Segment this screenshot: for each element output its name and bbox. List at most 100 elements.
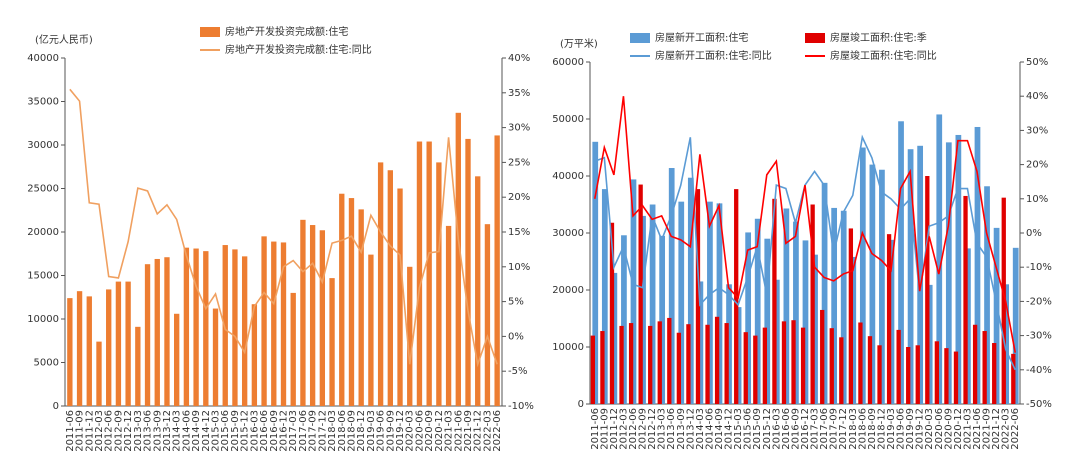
- bar: [686, 324, 691, 404]
- bar: [840, 210, 847, 404]
- y2-tick-label: 20%: [1026, 160, 1048, 171]
- bar: [1001, 197, 1006, 404]
- x-tick-label: 2021-09: [982, 408, 993, 450]
- bar: [907, 149, 914, 404]
- bar: [590, 335, 596, 404]
- bar: [659, 235, 666, 404]
- bar: [387, 170, 393, 406]
- bar: [115, 281, 122, 406]
- x-tick-label: 2017-12: [838, 408, 849, 450]
- x-tick-label: 2019-09: [905, 408, 916, 450]
- bar: [407, 266, 413, 406]
- x-tick-label: 2020-09: [943, 408, 954, 450]
- y2-tick-label: 15%: [508, 227, 530, 238]
- x-tick-label: 2012-06: [104, 410, 115, 452]
- bar: [135, 326, 141, 406]
- bar: [494, 135, 500, 406]
- x-tick-label: 2012-12: [647, 408, 658, 450]
- x-tick-label: 2013-12: [162, 410, 173, 452]
- bar: [945, 142, 952, 404]
- y2-tick-label: 10%: [1026, 194, 1048, 205]
- bar: [831, 207, 838, 404]
- legend-swatch: [805, 33, 825, 43]
- bar: [707, 201, 713, 404]
- bar: [867, 336, 873, 404]
- bar: [944, 348, 949, 404]
- x-tick-label: 2014-09: [714, 408, 725, 450]
- bar: [222, 245, 228, 406]
- bar: [972, 324, 978, 404]
- x-tick-label: 2016-09: [269, 410, 280, 452]
- bar: [762, 327, 768, 404]
- bar: [164, 257, 170, 406]
- bar: [174, 313, 180, 406]
- bar: [745, 232, 752, 404]
- bar: [869, 164, 876, 404]
- legend-label: 房地产开发投资完成额:住宅:同比: [225, 43, 372, 56]
- bar: [724, 323, 729, 404]
- bar: [309, 225, 316, 406]
- bar: [339, 193, 345, 406]
- bar: [106, 289, 112, 406]
- bar: [879, 169, 885, 404]
- x-tick-label: 2018-09: [346, 410, 357, 452]
- x-tick-label: 2013-03: [657, 408, 668, 450]
- y2-tick-label: -30%: [1026, 331, 1052, 342]
- x-tick-label: 2015-09: [230, 410, 241, 452]
- bar: [829, 328, 834, 404]
- x-tick-label: 2016-03: [771, 408, 782, 450]
- x-tick-label: 2011-06: [65, 410, 76, 452]
- bar: [96, 341, 102, 406]
- bar: [193, 248, 199, 406]
- bar: [716, 203, 723, 404]
- bar: [984, 186, 990, 404]
- bar: [601, 189, 608, 404]
- y2-tick-label: 10%: [508, 262, 530, 273]
- bar: [251, 304, 258, 406]
- bar: [1011, 353, 1016, 404]
- bar: [648, 325, 653, 404]
- bar: [426, 141, 432, 406]
- bar: [705, 324, 710, 404]
- bar: [592, 141, 599, 405]
- y2-tick-label: 50%: [1026, 57, 1048, 68]
- y-tick-label: 0: [578, 399, 584, 410]
- y-tick-label: 0: [53, 401, 59, 412]
- x-tick-label: 2011-12: [84, 410, 95, 452]
- x-tick-label: 2018-12: [876, 408, 887, 450]
- bar: [955, 134, 962, 404]
- bar: [687, 177, 694, 404]
- bar: [993, 227, 1000, 404]
- y2-tick-label: -5%: [508, 366, 527, 377]
- x-tick-label: 2013-06: [666, 408, 677, 450]
- x-tick-label: 2013-09: [676, 408, 687, 450]
- bar: [926, 284, 933, 404]
- bar: [791, 320, 796, 404]
- y2-tick-label: -50%: [1026, 399, 1052, 410]
- bar: [154, 258, 160, 406]
- bar: [697, 281, 704, 404]
- x-tick-label: 2020-03: [924, 408, 935, 450]
- bar: [743, 332, 748, 404]
- y-tick-label: 40000: [27, 53, 59, 64]
- bar: [86, 296, 92, 406]
- bar: [925, 176, 930, 404]
- y-tick-label: 60000: [552, 57, 584, 68]
- bar: [667, 317, 672, 404]
- bar: [773, 279, 780, 404]
- bar: [67, 298, 73, 406]
- x-tick-label: 2016-06: [259, 410, 270, 452]
- bar: [649, 204, 656, 404]
- bar: [475, 176, 481, 406]
- bar: [906, 347, 911, 404]
- x-tick-label: 2011-06: [590, 408, 601, 450]
- bar: [436, 162, 442, 406]
- y2-tick-label: 25%: [508, 157, 530, 168]
- bar: [203, 251, 209, 406]
- bar: [329, 278, 335, 406]
- x-tick-label: 2015-06: [743, 408, 754, 450]
- bar: [974, 126, 981, 404]
- y-axis-label: (亿元人民币): [35, 33, 93, 46]
- x-tick-label: 2015-06: [220, 410, 231, 452]
- bar: [183, 247, 190, 406]
